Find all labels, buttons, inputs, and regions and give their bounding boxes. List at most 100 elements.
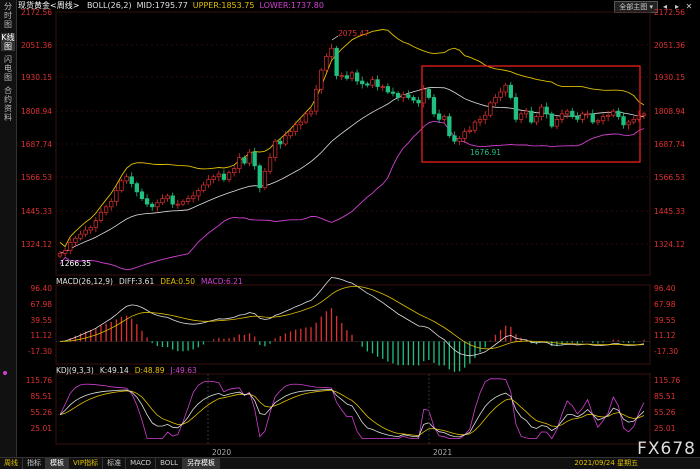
- price-axis-label-right: 2051.36: [654, 41, 685, 50]
- sidebar: 分时图 K线图闪电图合约资料: [0, 0, 17, 458]
- kdj-axis-label-left: 115.76: [26, 376, 52, 385]
- candle-body: [411, 97, 416, 101]
- candle-body: [513, 97, 519, 120]
- bottom-tab-1[interactable]: 指标: [23, 458, 46, 469]
- price-axis-label-right: 1445.33: [654, 207, 685, 216]
- kdj-axis-label-right: 85.51: [654, 392, 676, 401]
- forward-icon[interactable]: ▸: [674, 2, 679, 11]
- candle-body: [298, 121, 303, 126]
- macd-header-item-1: DIFF:3.61: [118, 277, 155, 286]
- chevron-down-icon: ▾: [649, 3, 653, 11]
- candle-body: [488, 102, 493, 116]
- sidebar-item-2[interactable]: 闪电图: [4, 55, 12, 82]
- candle-body: [267, 157, 273, 172]
- candle-body: [252, 151, 257, 167]
- macd-axis-label-right: 96.40: [654, 284, 676, 293]
- bottom-tab-6[interactable]: BOLL: [156, 458, 184, 469]
- boll-indicator-0: BOLL(26,2): [86, 1, 132, 10]
- kdj-panel-frame: [55, 373, 651, 445]
- bottom-tab-7[interactable]: 另存模板: [183, 458, 221, 469]
- close-icon[interactable]: ✕: [685, 2, 693, 11]
- macd-axis-label-right: 67.98: [654, 300, 676, 309]
- candle-body: [303, 113, 309, 123]
- boll-upper-line: [59, 29, 645, 248]
- macd-panel-frame: [55, 284, 651, 365]
- kdj-header-item-1: K:49.14: [99, 366, 129, 375]
- candle-body: [339, 75, 344, 77]
- candle-body: [155, 202, 160, 208]
- candle-body: [329, 47, 334, 57]
- macd-axis-label-left: 39.55: [31, 316, 53, 325]
- candle-body: [580, 113, 585, 120]
- sidebar-item-3[interactable]: 合约资料: [4, 86, 12, 122]
- candle-body: [611, 110, 616, 116]
- candle-body: [518, 113, 524, 120]
- back-icon[interactable]: ◂: [662, 2, 667, 11]
- candle-body: [524, 110, 529, 115]
- price-axis-label-right: 1930.15: [654, 73, 685, 82]
- macd-axis-label-left: 11.12: [31, 331, 53, 340]
- candle-body: [375, 79, 380, 87]
- high-annotation: 2075.47: [338, 29, 369, 38]
- candle-body: [73, 237, 78, 243]
- price-axis-label-left: 2172.56: [21, 8, 52, 17]
- low-annotation-2: 1676.91: [470, 148, 501, 157]
- sidebar-item-0[interactable]: 分时图: [4, 2, 12, 29]
- candle-body: [196, 190, 201, 197]
- top-right-controls: 全部主图 ▾ ◂ ▸ ✕: [614, 1, 694, 13]
- candle-body: [242, 157, 247, 164]
- candle-body: [395, 93, 401, 98]
- candle-body: [344, 75, 350, 79]
- candle-body: [559, 113, 565, 120]
- kdj-axis-label-left: 85.51: [31, 392, 53, 401]
- bottom-toolbar: 周线 指标 模板 VIP指标 标准 MACD BOLL 另存模板: [0, 457, 700, 469]
- candle-body: [170, 195, 175, 205]
- kdj-marker-icon: [3, 371, 7, 375]
- candle-body: [636, 114, 642, 120]
- candle-body: [431, 97, 437, 115]
- candle-body: [544, 106, 549, 115]
- candle-body: [585, 113, 590, 116]
- candle-body: [360, 80, 365, 85]
- candle-body: [129, 176, 134, 184]
- bottom-tab-2[interactable]: 模板: [46, 458, 69, 469]
- sidebar-item-1[interactable]: K线图: [1, 33, 15, 51]
- candle-body: [436, 113, 442, 120]
- candle-body: [247, 151, 252, 164]
- candle-body: [549, 113, 554, 127]
- candle-body: [114, 190, 119, 202]
- candle-body: [103, 206, 109, 213]
- macd-header-item-0: MACD(26,12,9): [56, 277, 113, 286]
- candle-body: [201, 184, 206, 191]
- bottom-tab-5[interactable]: MACD: [126, 458, 157, 469]
- candle-body: [595, 120, 601, 123]
- candle-body: [98, 211, 104, 221]
- high-annotation-pointer: [331, 35, 339, 41]
- candle-body: [283, 135, 288, 145]
- candle-body: [109, 201, 114, 208]
- candle-body: [406, 94, 411, 98]
- kdj-d-line: [59, 389, 645, 437]
- candle-body: [641, 113, 647, 116]
- candle-body: [175, 203, 180, 206]
- bottom-tab-4[interactable]: 标准: [103, 458, 127, 469]
- price-axis-label-right: 1324.12: [654, 240, 685, 249]
- kdj-header: KDJ(9,3,3) K:49.14 D:48.89 J:49.63: [56, 366, 203, 376]
- boll-indicator-3: LOWER:1737.80: [259, 1, 324, 10]
- bottom-tab-3[interactable]: VIP指标: [69, 458, 104, 469]
- candle-body: [165, 195, 170, 199]
- main-chart-menu-label: 全部主图: [619, 3, 648, 11]
- candle-body: [575, 116, 580, 120]
- candle-body: [206, 179, 211, 186]
- kdj-axis-label-right: 25.01: [654, 424, 676, 433]
- kdj-header-item-2: D:48.89: [134, 366, 165, 375]
- price-axis-label-left: 1808.94: [21, 107, 52, 116]
- candle-body: [324, 56, 329, 71]
- price-axis-label-right: 1566.53: [654, 173, 685, 182]
- candle-body: [93, 220, 99, 228]
- bottom-tab-0[interactable]: 周线: [0, 458, 23, 469]
- candle-body: [88, 227, 93, 231]
- year-label: 2021: [433, 448, 452, 457]
